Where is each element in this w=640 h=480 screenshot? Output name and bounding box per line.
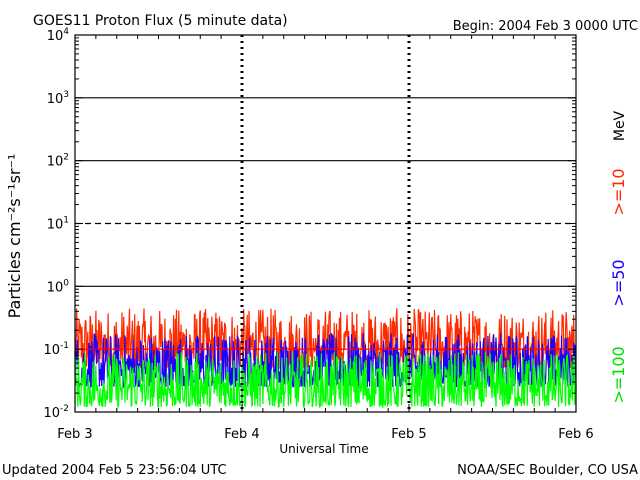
- chart-title: GOES11 Proton Flux (5 minute data): [33, 13, 288, 29]
- y-tick-label-5: 103: [47, 90, 69, 107]
- energy-unit-label: MeV: [612, 110, 628, 141]
- y-axis-label: Particles cm⁻²s⁻¹sr⁻¹: [5, 154, 24, 319]
- legend-series-100: >=100: [609, 346, 628, 403]
- x-tick-label-2: Feb 5: [391, 427, 426, 442]
- series-line-100: [74, 352, 577, 410]
- credit-label: NOAA/SEC Boulder, CO USA: [457, 463, 638, 478]
- legend-series-50: >=50: [609, 259, 628, 306]
- begin-label: Begin: 2004 Feb 3 0000 UTC: [453, 19, 638, 34]
- y-tick-label-2: 100: [47, 278, 70, 295]
- y-tick-label-3: 101: [47, 216, 69, 233]
- y-tick-label-1: 10-1: [43, 341, 69, 358]
- y-tick-label-6: 104: [47, 27, 70, 44]
- x-axis-label: Universal Time: [279, 442, 368, 456]
- x-tick-label-0: Feb 3: [57, 427, 92, 442]
- y-tick-label-0: 10-2: [43, 404, 69, 421]
- x-tick-label-1: Feb 4: [224, 427, 259, 442]
- updated-label: Updated 2004 Feb 5 23:56:04 UTC: [2, 463, 227, 478]
- grid-layer: [75, 35, 576, 412]
- y-tick-label-4: 102: [47, 153, 69, 170]
- axes-layer: 10-2 10-1 100 101 102 103 104 Feb 3 Feb 4 Feb 5 Fe…: [43, 27, 593, 442]
- x-tick-label-3: Feb 6: [558, 427, 593, 442]
- series-layer: [74, 308, 577, 410]
- legend-series-10: >=10: [609, 168, 628, 215]
